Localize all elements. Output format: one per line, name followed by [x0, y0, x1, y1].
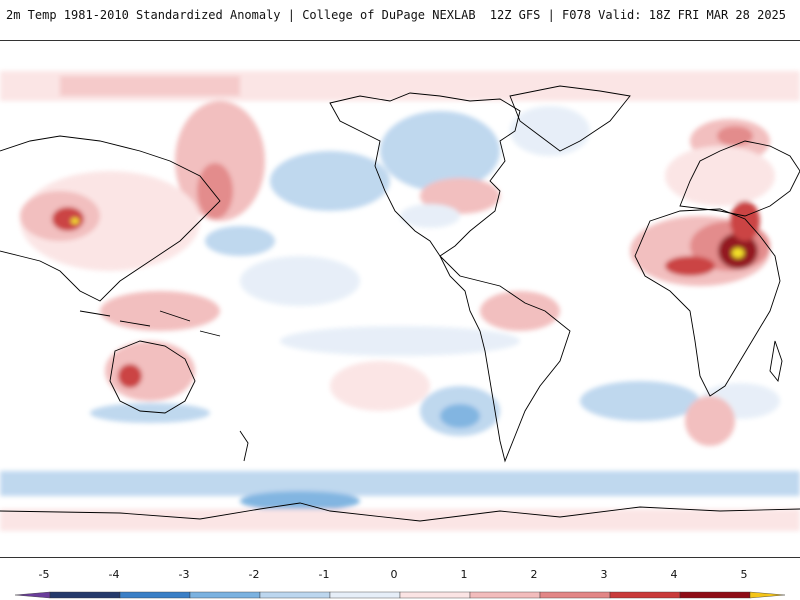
color-scale-bar: [14, 591, 786, 599]
asia-outline: [0, 135, 221, 302]
europe-outline: [679, 140, 800, 217]
scale-tick-label: 5: [740, 568, 748, 581]
color-bin: [49, 591, 121, 599]
africa-outline: [634, 208, 781, 397]
scale-tick-label: 0: [390, 568, 398, 581]
color-bin: [14, 591, 51, 599]
map-title: 2m Temp 1981-2010 Standardized Anomaly |…: [6, 8, 476, 22]
new-zealand-outline: [239, 430, 249, 462]
antarctica-outline: [0, 502, 800, 522]
scale-tick-label: -4: [108, 568, 120, 581]
south-america-outline: [439, 255, 571, 463]
scale-tick-label: 4: [670, 568, 678, 581]
scale-tick-label: -1: [318, 568, 330, 581]
color-bin: [679, 591, 751, 599]
color-bin: [189, 591, 261, 599]
model-run-info: 12Z GFS | F078 Valid: 18Z FRI MAR 28 202…: [489, 8, 786, 22]
color-bin: [329, 591, 401, 599]
scale-tick-label: 1: [460, 568, 468, 581]
color-bin: [119, 591, 191, 599]
scale-tick-label: -2: [248, 568, 260, 581]
scale-tick-label: 2: [530, 568, 538, 581]
map-svg: [0, 41, 800, 557]
scale-tick-label: -5: [38, 568, 50, 581]
color-bin: [749, 591, 786, 599]
color-bin: [609, 591, 681, 599]
north-america-outline: [329, 92, 521, 257]
header-bar: 2m Temp 1981-2010 Standardized Anomaly |…: [0, 0, 800, 30]
anomaly-map: [0, 40, 800, 558]
color-bin: [469, 591, 541, 599]
scale-tick-label: -3: [178, 568, 190, 581]
color-bin: [399, 591, 471, 599]
maritime-islands: [79, 310, 221, 337]
scale-tick-label: 3: [600, 568, 608, 581]
color-scale-legend: -5 -4 -3 -2 -1 0 1 2 3 4 5: [0, 568, 800, 600]
color-bin: [539, 591, 611, 599]
madagascar-outline: [769, 340, 783, 383]
anomaly-fields: [0, 71, 800, 531]
australia-outline: [109, 340, 196, 414]
color-bin: [259, 591, 331, 599]
coastlines: [0, 85, 800, 522]
greenland-outline: [509, 85, 631, 152]
